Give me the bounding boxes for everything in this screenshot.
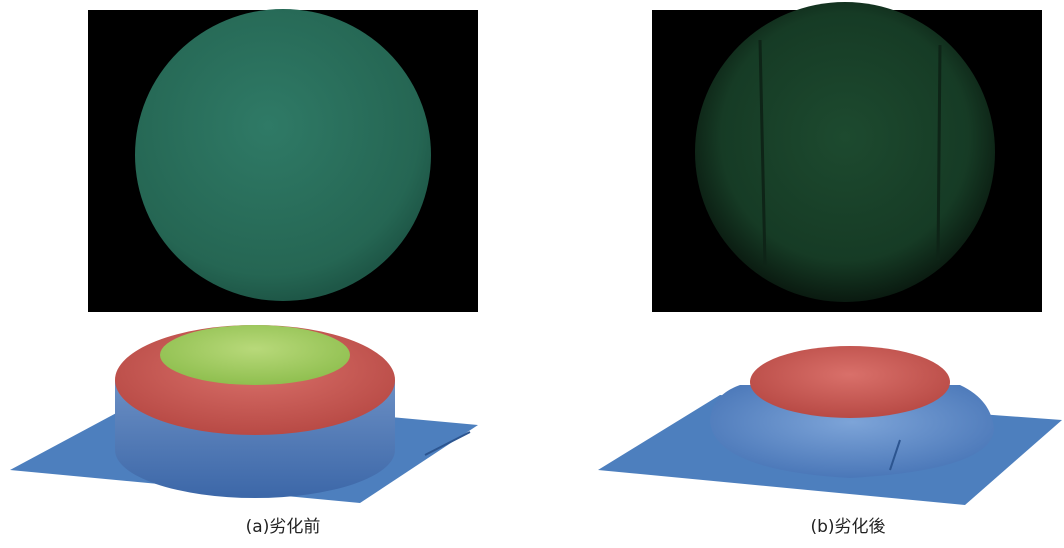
figure: (a)劣化前 (b)劣化後 [0,0,1064,548]
page: (a)劣化前 (b)劣化後 (() => { const data = JSON… [0,0,1064,548]
photo-after [652,2,1042,312]
photo-before [88,9,478,312]
render-after [598,346,1062,505]
render-before [10,325,478,503]
caption: (a)劣化前 [246,517,321,537]
caption: (b)劣化後 [810,517,885,537]
